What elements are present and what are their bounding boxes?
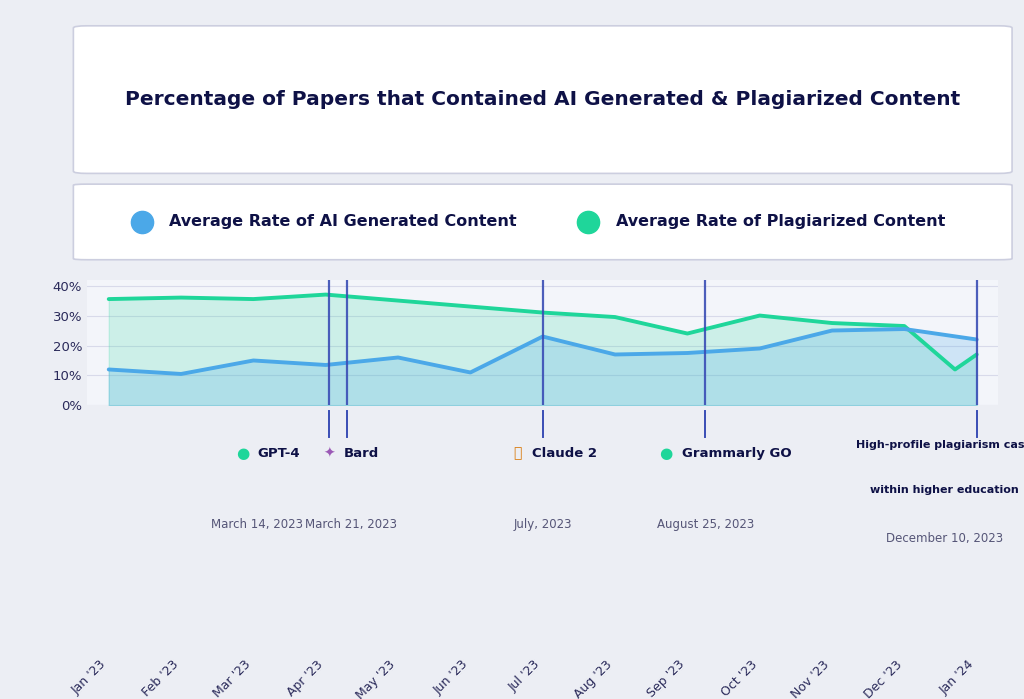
Text: August 25, 2023: August 25, 2023 <box>656 519 754 531</box>
Text: Average Rate of Plagiarized Content: Average Rate of Plagiarized Content <box>615 215 945 229</box>
Text: Nov '23: Nov '23 <box>790 658 833 699</box>
Text: Aug '23: Aug '23 <box>572 658 615 699</box>
Text: ✦: ✦ <box>324 446 335 460</box>
Text: Jan '24: Jan '24 <box>937 658 977 697</box>
Text: July, 2023: July, 2023 <box>513 519 572 531</box>
Text: December 10, 2023: December 10, 2023 <box>886 532 1002 545</box>
Text: Jul '23: Jul '23 <box>507 658 543 694</box>
Text: within higher education: within higher education <box>869 485 1019 496</box>
Text: Jun '23: Jun '23 <box>431 658 470 697</box>
Text: March 14, 2023: March 14, 2023 <box>211 519 303 531</box>
Text: Mar '23: Mar '23 <box>211 658 253 699</box>
Text: Bard: Bard <box>344 447 379 460</box>
Text: ●: ● <box>236 446 249 461</box>
Text: GPT-4: GPT-4 <box>257 447 300 460</box>
Text: High-profile plagiarism case: High-profile plagiarism case <box>856 440 1024 450</box>
Text: Grammarly GO: Grammarly GO <box>682 447 792 460</box>
Text: Dec '23: Dec '23 <box>861 658 904 699</box>
Text: Oct '23: Oct '23 <box>719 658 760 699</box>
Text: May '23: May '23 <box>354 658 398 699</box>
Text: Jan '23: Jan '23 <box>70 658 109 697</box>
FancyBboxPatch shape <box>74 184 1012 260</box>
Text: Average Rate of AI Generated Content: Average Rate of AI Generated Content <box>169 215 517 229</box>
Text: Sep '23: Sep '23 <box>645 658 687 699</box>
Text: Ⓐ: Ⓐ <box>513 446 521 460</box>
Text: ●: ● <box>659 446 673 461</box>
FancyBboxPatch shape <box>74 26 1012 173</box>
Text: Feb '23: Feb '23 <box>140 658 181 699</box>
Text: Apr '23: Apr '23 <box>285 658 326 698</box>
Text: March 21, 2023: March 21, 2023 <box>305 519 397 531</box>
Text: Percentage of Papers that Contained AI Generated & Plagiarized Content: Percentage of Papers that Contained AI G… <box>125 90 961 109</box>
Text: Claude 2: Claude 2 <box>531 447 597 460</box>
